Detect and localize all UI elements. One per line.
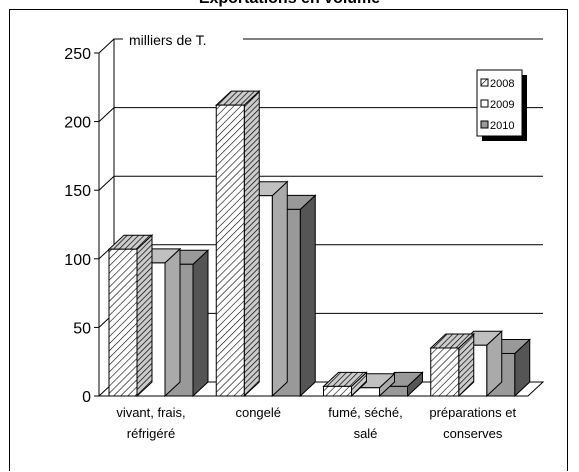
bar-front [215,104,245,397]
bar [214,89,261,398]
bar-front [323,385,352,397]
legend-swatch [480,120,489,129]
legend: 2008 2009 2010 [476,69,527,141]
bar-front [108,248,138,397]
chart-frame [9,9,568,471]
bar-side [299,194,316,398]
legend-label: 2009 [490,99,514,111]
unit-label-bg [123,30,243,50]
bar-side [136,234,153,398]
bar-front [430,347,460,397]
x-tick-label: congelé [235,405,281,420]
y-tick-label: 200 [64,115,91,132]
legend-swatch [480,78,489,87]
x-tick-label: préparations et conserves [429,405,516,441]
bar [107,234,154,398]
legend-label: 2010 [490,120,514,132]
legend-swatch [480,99,489,108]
y-tick-label: 0 [82,389,91,406]
labels: 0 50 100 150 200 250 vivant, frais, réfrigéré co… [64,46,516,441]
x-tick-label: fumé, séché, salé [328,405,402,441]
bar [429,332,476,398]
y-tick-label: 50 [73,320,91,337]
y-tick-label: 150 [64,183,91,200]
bar-side [164,247,181,398]
gridline [98,175,543,191]
chart-title: Exportations en volume [0,0,579,8]
y-tick-label: 250 [64,46,91,63]
bar [322,371,368,398]
bars [107,89,532,398]
y-tick-label: 100 [64,252,91,269]
bar-side [271,180,288,398]
bar-side [192,249,209,398]
unit-label: milliers de T. [129,32,207,48]
legend-label: 2008 [490,78,514,90]
bar-side [243,89,260,398]
x-tick-label: vivant, frais, réfrigéré [116,405,185,441]
gridline [98,107,543,122]
